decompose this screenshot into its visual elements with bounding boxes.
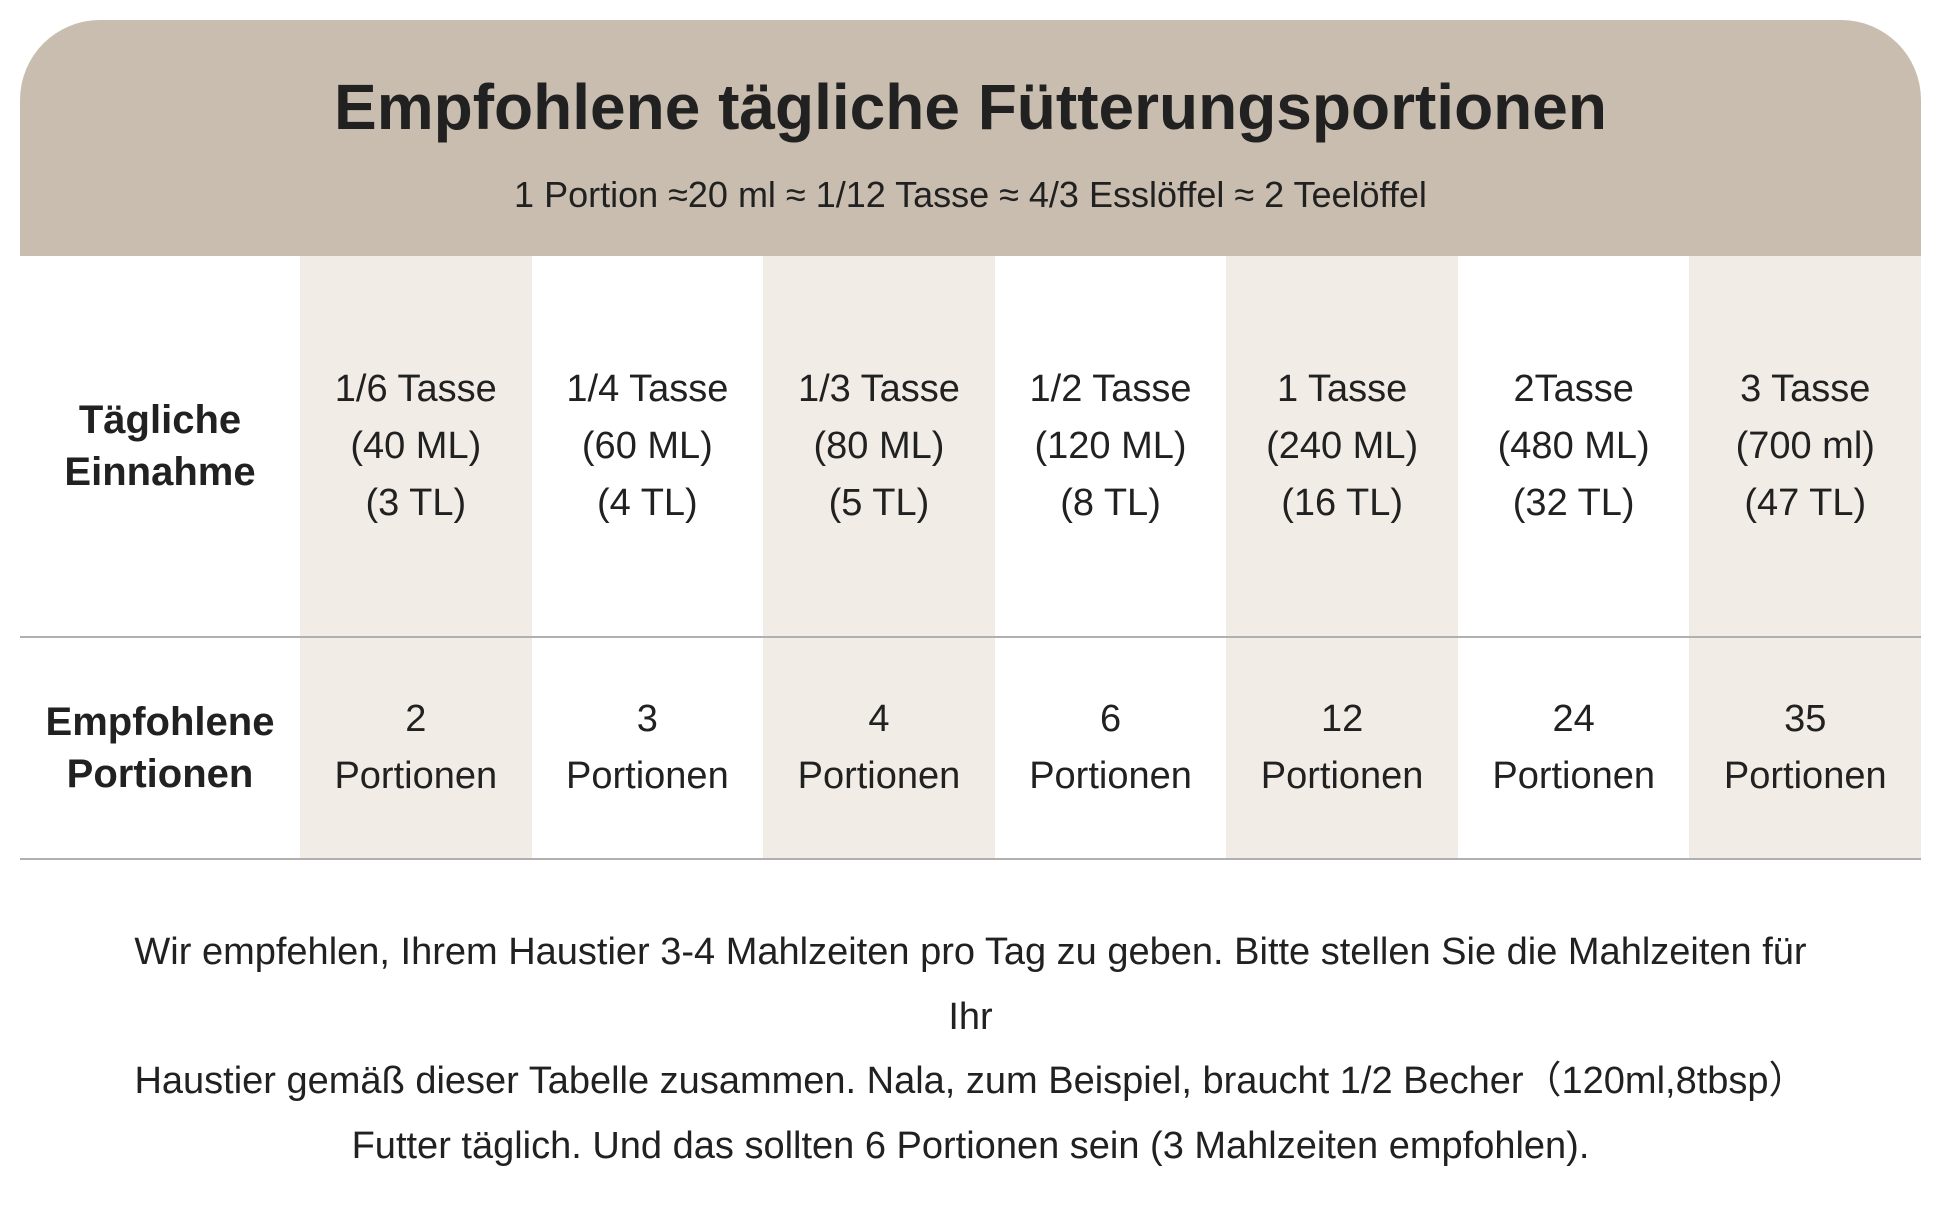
intake-cell: 1 Tasse (240 ML) (16 TL) — [1226, 256, 1458, 636]
footer-line: Futter täglich. Und das sollten 6 Portio… — [120, 1114, 1821, 1179]
intake-tl: (16 TL) — [1281, 475, 1403, 532]
intake-tl: (32 TL) — [1513, 475, 1635, 532]
portions-num: 4 — [868, 691, 889, 748]
portions-unit: Portionen — [1261, 748, 1424, 805]
portions-num: 6 — [1100, 691, 1121, 748]
portions-num: 3 — [637, 691, 658, 748]
portions-row: Empfohlene Portionen 2 Portionen 3 Porti… — [20, 638, 1921, 860]
intake-ml: (60 ML) — [582, 418, 713, 475]
intake-cup: 2Tasse — [1513, 361, 1633, 418]
footer-line: Wir empfehlen, Ihrem Haustier 3-4 Mahlze… — [120, 920, 1821, 1049]
intake-cell: 1/3 Tasse (80 ML) (5 TL) — [763, 256, 995, 636]
portions-num: 24 — [1553, 691, 1595, 748]
intake-cell: 1/4 Tasse (60 ML) (4 TL) — [532, 256, 764, 636]
footer-line: Haustier gemäß dieser Tabelle zusammen. … — [120, 1049, 1821, 1114]
intake-cup: 1/4 Tasse — [566, 361, 728, 418]
portions-unit: Portionen — [1029, 748, 1192, 805]
intake-tl: (47 TL) — [1744, 475, 1866, 532]
feeding-table: Tägliche Einnahme 1/6 Tasse (40 ML) (3 T… — [20, 256, 1921, 860]
portions-row-label: Empfohlene Portionen — [20, 638, 300, 858]
portions-cells: 2 Portionen 3 Portionen 4 Portionen 6 Po… — [300, 638, 1921, 858]
portions-num: 12 — [1321, 691, 1363, 748]
portions-unit: Portionen — [566, 748, 729, 805]
portions-unit: Portionen — [1492, 748, 1655, 805]
footer-note: Wir empfehlen, Ihrem Haustier 3-4 Mahlze… — [0, 860, 1941, 1218]
intake-ml: (700 ml) — [1736, 418, 1875, 475]
intake-row: Tägliche Einnahme 1/6 Tasse (40 ML) (3 T… — [20, 256, 1921, 638]
intake-cell: 2Tasse (480 ML) (32 TL) — [1458, 256, 1690, 636]
intake-cup: 1 Tasse — [1277, 361, 1407, 418]
intake-cup: 1/3 Tasse — [798, 361, 960, 418]
intake-row-label: Tägliche Einnahme — [20, 256, 300, 636]
header: Empfohlene tägliche Fütterungsportionen … — [20, 20, 1921, 256]
portions-cell: 12 Portionen — [1226, 638, 1458, 858]
portions-unit: Portionen — [798, 748, 961, 805]
intake-tl: (4 TL) — [597, 475, 698, 532]
intake-tl: (3 TL) — [365, 475, 466, 532]
page-subtitle: 1 Portion ≈20 ml ≈ 1/12 Tasse ≈ 4/3 Essl… — [60, 174, 1881, 216]
portions-cell: 4 Portionen — [763, 638, 995, 858]
portions-cell: 3 Portionen — [532, 638, 764, 858]
intake-ml: (240 ML) — [1266, 418, 1418, 475]
portions-num: 35 — [1784, 691, 1826, 748]
portions-num: 2 — [405, 691, 426, 748]
intake-cell: 1/2 Tasse (120 ML) (8 TL) — [995, 256, 1227, 636]
page-title: Empfohlene tägliche Fütterungsportionen — [60, 70, 1881, 144]
intake-cup: 1/2 Tasse — [1030, 361, 1192, 418]
portions-cell: 6 Portionen — [995, 638, 1227, 858]
intake-ml: (480 ML) — [1498, 418, 1650, 475]
intake-cup: 3 Tasse — [1740, 361, 1870, 418]
portions-cell: 35 Portionen — [1689, 638, 1921, 858]
intake-ml: (40 ML) — [350, 418, 481, 475]
intake-ml: (120 ML) — [1034, 418, 1186, 475]
intake-tl: (8 TL) — [1060, 475, 1161, 532]
intake-cell: 3 Tasse (700 ml) (47 TL) — [1689, 256, 1921, 636]
portions-cell: 2 Portionen — [300, 638, 532, 858]
intake-cell: 1/6 Tasse (40 ML) (3 TL) — [300, 256, 532, 636]
intake-cup: 1/6 Tasse — [335, 361, 497, 418]
intake-tl: (5 TL) — [829, 475, 930, 532]
portions-unit: Portionen — [1724, 748, 1887, 805]
portions-cell: 24 Portionen — [1458, 638, 1690, 858]
intake-ml: (80 ML) — [813, 418, 944, 475]
portions-unit: Portionen — [334, 748, 497, 805]
intake-cells: 1/6 Tasse (40 ML) (3 TL) 1/4 Tasse (60 M… — [300, 256, 1921, 636]
